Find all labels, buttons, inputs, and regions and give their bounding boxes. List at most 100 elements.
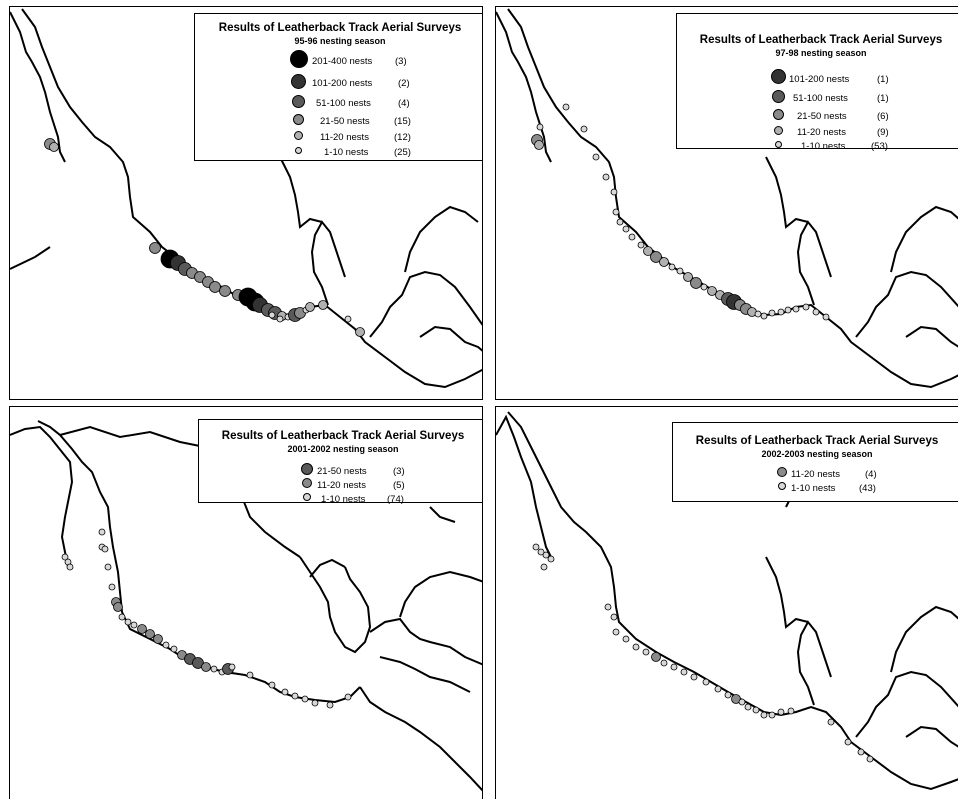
nest-marker — [612, 628, 620, 636]
legend-count: (1) — [877, 93, 889, 104]
nest-marker — [760, 711, 768, 719]
nest-marker — [622, 635, 630, 643]
legend-row: 11-20 nests (12) — [290, 130, 470, 146]
legend-count: (5) — [393, 480, 405, 491]
nest-marker — [66, 563, 74, 571]
nest-marker — [326, 701, 334, 709]
nest-marker — [344, 315, 352, 323]
nest-marker — [124, 618, 132, 626]
legend-row: 11-20 nests (9) — [771, 125, 951, 141]
nest-marker — [104, 563, 112, 571]
nest-marker — [210, 665, 218, 673]
legend-title: Results of Leatherback Track Aerial Surv… — [699, 34, 943, 46]
nest-marker — [787, 707, 795, 715]
nest-marker — [822, 313, 830, 321]
legend-count: (12) — [394, 132, 411, 143]
nest-marker — [562, 103, 570, 111]
nest-marker — [866, 755, 874, 763]
nest-marker — [318, 300, 328, 310]
legend-season: 2001-2002 nesting season — [287, 444, 399, 454]
nest-marker — [744, 703, 752, 711]
legend-row: 51-100 nests (4) — [290, 95, 470, 112]
legend-count: (4) — [865, 469, 877, 480]
legend-label: 201-400 nests — [312, 56, 373, 67]
legend-count: (2) — [398, 78, 410, 89]
nest-marker — [101, 545, 109, 553]
nest-marker — [857, 748, 865, 756]
legend-label: 101-200 nests — [312, 78, 373, 89]
legend-row: 51-100 nests (1) — [771, 90, 951, 107]
nest-marker — [281, 688, 289, 696]
legend-box: Results of Leatherback Track Aerial Surv… — [676, 13, 958, 152]
nest-marker — [98, 528, 106, 536]
legend-count: (74) — [387, 494, 404, 505]
legend-symbol-icon — [290, 50, 308, 68]
legend-symbol-icon — [291, 74, 306, 89]
legend-label: 101-200 nests — [789, 74, 850, 85]
nest-marker — [683, 272, 693, 282]
nest-marker — [311, 699, 319, 707]
legend-season: 97-98 nesting season — [775, 48, 867, 58]
nest-marker — [690, 673, 698, 681]
legend-season: 2002-2003 nesting season — [761, 449, 873, 459]
legend-label: 1-10 nests — [801, 141, 846, 152]
nest-marker — [659, 257, 669, 267]
nest-marker — [610, 188, 618, 196]
nest-marker — [714, 685, 722, 693]
legend-label: 51-100 nests — [316, 98, 371, 109]
legend-count: (6) — [877, 111, 889, 122]
nest-marker — [724, 691, 732, 699]
nest-marker — [162, 641, 170, 649]
legend-label: 21-50 nests — [320, 116, 370, 127]
nest-marker — [754, 310, 762, 318]
legend-symbol-icon — [292, 95, 305, 108]
nest-marker — [113, 602, 123, 612]
nest-marker — [610, 613, 618, 621]
legend-label: 21-50 nests — [317, 466, 367, 477]
legend-symbol-icon — [301, 463, 313, 475]
legend-row: 1-10 nests (43) — [777, 481, 957, 497]
nest-marker — [812, 308, 820, 316]
nest-marker — [622, 225, 630, 233]
legend-symbol-icon — [303, 493, 311, 501]
nest-marker — [844, 738, 852, 746]
legend-label: 1-10 nests — [321, 494, 366, 505]
nest-marker — [752, 706, 760, 714]
nest-marker — [680, 668, 688, 676]
nest-marker — [118, 613, 126, 621]
legend-row: 21-50 nests (6) — [771, 109, 951, 125]
legend-count: (25) — [394, 147, 411, 158]
nest-marker — [547, 555, 555, 563]
legend-symbol-icon — [771, 69, 786, 84]
nest-marker — [602, 173, 610, 181]
nest-marker — [355, 327, 365, 337]
nest-markers — [44, 138, 365, 337]
legend-label: 1-10 nests — [791, 483, 836, 494]
legend-count: (4) — [398, 98, 410, 109]
legend-season: 95-96 nesting season — [294, 36, 386, 46]
nest-marker — [305, 302, 315, 312]
nest-marker — [592, 153, 600, 161]
nest-marker — [209, 281, 221, 293]
legend-symbol-icon — [302, 478, 312, 488]
legend-symbol-icon — [778, 482, 786, 490]
nest-marker — [170, 645, 178, 653]
legend-row: 101-200 nests (2) — [290, 74, 470, 92]
nest-markers — [532, 543, 874, 763]
nest-marker — [604, 603, 612, 611]
nest-marker — [49, 142, 59, 152]
legend-symbol-icon — [773, 109, 784, 120]
nest-marker — [268, 681, 276, 689]
nest-marker — [145, 629, 155, 639]
legend-symbol-icon — [774, 126, 783, 135]
legend-box: Results of Leatherback Track Aerial Surv… — [672, 422, 958, 502]
nest-marker — [108, 583, 116, 591]
nest-marker — [632, 643, 640, 651]
nest-marker — [532, 543, 540, 551]
legend-count: (15) — [394, 116, 411, 127]
nest-marker — [268, 311, 276, 319]
legend-box: Results of Leatherback Track Aerial Surv… — [194, 13, 482, 161]
nest-marker — [536, 123, 544, 131]
nest-marker — [637, 241, 645, 249]
legend-symbol-icon — [295, 147, 302, 154]
